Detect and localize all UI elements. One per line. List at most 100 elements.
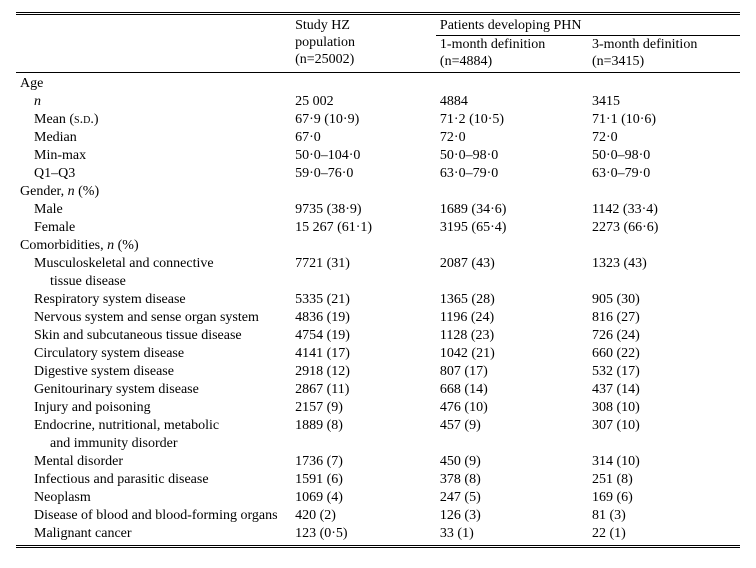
table-row: Digestive system disease 2918 (12) 807 (… [16, 363, 740, 381]
cell: 1069 (4) [291, 489, 436, 507]
cell: 123 (0·5) [291, 525, 436, 543]
header-3mo: 3-month definition (n=3415) [588, 36, 740, 73]
table-row: Disease of blood and blood-forming organ… [16, 507, 740, 525]
cell: 668 (14) [436, 381, 588, 399]
cell: 50·0–104·0 [291, 147, 436, 165]
cell: 72·0 [588, 129, 740, 147]
demographics-table: Study HZ population (n=25002) Patients d… [16, 12, 740, 548]
header-1mo: 1-month definition (n=4884) [436, 36, 588, 73]
cell: 2087 (43) [436, 255, 588, 273]
cell: 71·2 (10·5) [436, 111, 588, 129]
cell: 1196 (24) [436, 309, 588, 327]
row-label: Genitourinary system disease [16, 381, 291, 399]
cell: 71·1 (10·6) [588, 111, 740, 129]
cell: 2867 (11) [291, 381, 436, 399]
cell: 660 (22) [588, 345, 740, 363]
table-row: Median 67·0 72·0 72·0 [16, 129, 740, 147]
cell: 169 (6) [588, 489, 740, 507]
cell: 450 (9) [436, 453, 588, 471]
cell: 1142 (33·4) [588, 201, 740, 219]
table-row: Endocrine, nutritional, metabolic 1889 (… [16, 417, 740, 435]
cell: 4754 (19) [291, 327, 436, 345]
cell: 532 (17) [588, 363, 740, 381]
section-comorb: Comorbidities, n (%) [16, 237, 291, 255]
table-row: Neoplasm 1069 (4) 247 (5) 169 (6) [16, 489, 740, 507]
cell: 314 (10) [588, 453, 740, 471]
cell: 457 (9) [436, 417, 588, 435]
row-label: Nervous system and sense organ system [16, 309, 291, 327]
row-label: Skin and subcutaneous tissue disease [16, 327, 291, 345]
table-row: Circulatory system disease 4141 (17) 104… [16, 345, 740, 363]
cell: 816 (27) [588, 309, 740, 327]
cell: 726 (24) [588, 327, 740, 345]
table-row: Mental disorder 1736 (7) 450 (9) 314 (10… [16, 453, 740, 471]
cell: 905 (30) [588, 291, 740, 309]
header-3mo-l1: 3-month definition [592, 37, 697, 52]
row-label: Neoplasm [16, 489, 291, 507]
cell: 81 (3) [588, 507, 740, 525]
row-label: Female [16, 219, 291, 237]
row-label: Median [16, 129, 291, 147]
row-label: n [34, 94, 41, 109]
table-row: and immunity disorder [16, 435, 740, 453]
row-label: Mean (s.d.) [16, 111, 291, 129]
row-label: Mental disorder [16, 453, 291, 471]
row-label: Disease of blood and blood-forming organ… [16, 507, 291, 525]
cell: 7721 (31) [291, 255, 436, 273]
table-row: tissue disease [16, 273, 740, 291]
cell: 22 (1) [588, 525, 740, 543]
cell: 72·0 [436, 129, 588, 147]
cell: 308 (10) [588, 399, 740, 417]
section-gender: Gender, n (%) [16, 183, 291, 201]
header-studypop: Study HZ population (n=25002) [291, 17, 436, 72]
header-blank [16, 17, 291, 36]
cell: 1323 (43) [588, 255, 740, 273]
cell: 5335 (21) [291, 291, 436, 309]
cell: 247 (5) [436, 489, 588, 507]
cell: 1736 (7) [291, 453, 436, 471]
row-label: tissue disease [16, 273, 291, 291]
table-row: Min-max 50·0–104·0 50·0–98·0 50·0–98·0 [16, 147, 740, 165]
cell: 2918 (12) [291, 363, 436, 381]
row-label: Min-max [16, 147, 291, 165]
cell: 25 002 [291, 93, 436, 111]
cell: 63·0–79·0 [588, 165, 740, 183]
cell: 251 (8) [588, 471, 740, 489]
header-1mo-l1: 1-month definition [440, 37, 545, 52]
cell: 67·0 [291, 129, 436, 147]
table-row: Musculoskeletal and connective 7721 (31)… [16, 255, 740, 273]
row-label: Infectious and parasitic disease [16, 471, 291, 489]
cell: 307 (10) [588, 417, 740, 435]
cell: 420 (2) [291, 507, 436, 525]
cell: 4836 (19) [291, 309, 436, 327]
cell: 2273 (66·6) [588, 219, 740, 237]
table-row: n 25 002 4884 3415 [16, 93, 740, 111]
table-row: Respiratory system disease 5335 (21) 136… [16, 291, 740, 309]
row-label: Malignant cancer [16, 525, 291, 543]
cell: 50·0–98·0 [588, 147, 740, 165]
cell: 67·9 (10·9) [291, 111, 436, 129]
cell: 1689 (34·6) [436, 201, 588, 219]
cell: 3415 [588, 93, 740, 111]
row-label: Circulatory system disease [16, 345, 291, 363]
row-label: Endocrine, nutritional, metabolic [16, 417, 291, 435]
table-row: Female 15 267 (61·1) 3195 (65·4) 2273 (6… [16, 219, 740, 237]
cell: 476 (10) [436, 399, 588, 417]
row-label: Male [16, 201, 291, 219]
table-row: Nervous system and sense organ system 48… [16, 309, 740, 327]
table-row: Q1–Q3 59·0–76·0 63·0–79·0 63·0–79·0 [16, 165, 740, 183]
row-label: Musculoskeletal and connective [16, 255, 291, 273]
header-studypop-l2: population [295, 35, 355, 50]
cell: 50·0–98·0 [436, 147, 588, 165]
header-3mo-l2: (n=3415) [592, 54, 644, 69]
header-blank2 [16, 36, 291, 73]
cell: 807 (17) [436, 363, 588, 381]
cell: 1889 (8) [291, 417, 436, 435]
cell: 437 (14) [588, 381, 740, 399]
header-1mo-l2: (n=4884) [440, 54, 492, 69]
section-age: Age [16, 75, 291, 93]
table-row: Mean (s.d.) 67·9 (10·9) 71·2 (10·5) 71·1… [16, 111, 740, 129]
cell: 126 (3) [436, 507, 588, 525]
header-phn-span: Patients developing PHN [436, 17, 740, 36]
table-row: Malignant cancer 123 (0·5) 33 (1) 22 (1) [16, 525, 740, 543]
